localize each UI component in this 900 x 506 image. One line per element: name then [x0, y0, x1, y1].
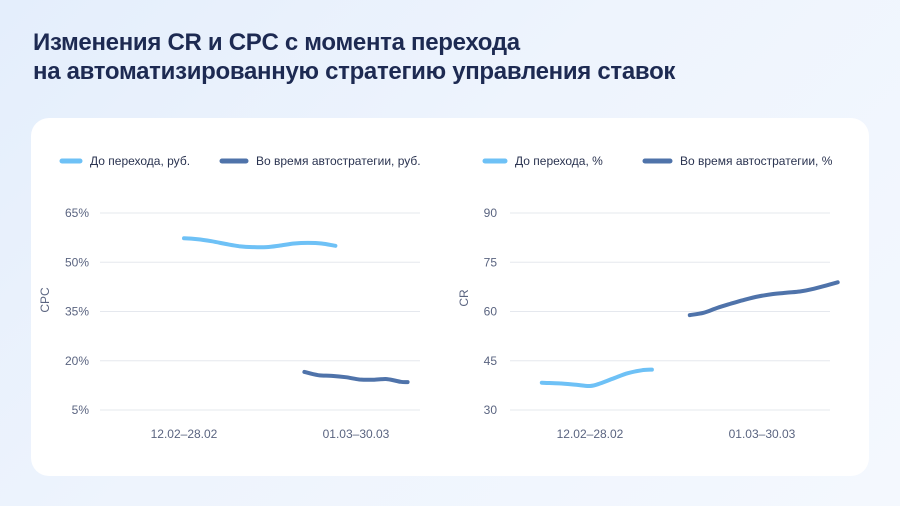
cr-x-tick-label: 01.03–30.03: [729, 427, 796, 441]
cpc-x-tick-label: 01.03–30.03: [323, 427, 390, 441]
cr-legend-label-2: Во время автостратегии, %: [680, 154, 833, 168]
cpc-legend-label-1: До перехода, руб.: [90, 154, 190, 168]
cpc-y-tick-label: 20%: [65, 354, 89, 368]
cpc-x-tick-label: 12.02–28.02: [151, 427, 218, 441]
page-title-line-1: Изменения CR и CPC с момента перехода: [33, 29, 520, 56]
cr-y-tick-label: 45: [484, 354, 498, 368]
cr-y-tick-label: 60: [484, 305, 498, 319]
cpc-y-tick-label: 5%: [72, 403, 90, 417]
page-title-line-2: на автоматизированную стратегию управлен…: [33, 58, 676, 85]
page-title: Изменения CR и CPC с момента перехода на…: [33, 28, 675, 86]
cpc-y-tick-label: 50%: [65, 255, 89, 269]
cr-series-line-1: [539, 367, 654, 389]
cr-y-axis-title: CR: [457, 289, 471, 307]
cr-y-tick-label: 30: [484, 403, 498, 417]
cr-series-line-2: [687, 280, 840, 318]
cpc-series-line-1: [182, 236, 338, 250]
cpc-y-tick-label: 35%: [65, 305, 89, 319]
cr-legend-label-1: До перехода, %: [515, 154, 603, 168]
cr-x-tick-label: 12.02–28.02: [557, 427, 624, 441]
cpc-legend-label-2: Во время автостратегии, руб.: [256, 154, 421, 168]
charts-card: [31, 118, 869, 476]
cr-y-tick-label: 75: [484, 255, 498, 269]
cpc-series-line-2: [302, 369, 410, 385]
cr-y-tick-label: 90: [484, 206, 498, 220]
cpc-y-axis-title: CPC: [38, 287, 52, 313]
cpc-y-tick-label: 65%: [65, 206, 89, 220]
